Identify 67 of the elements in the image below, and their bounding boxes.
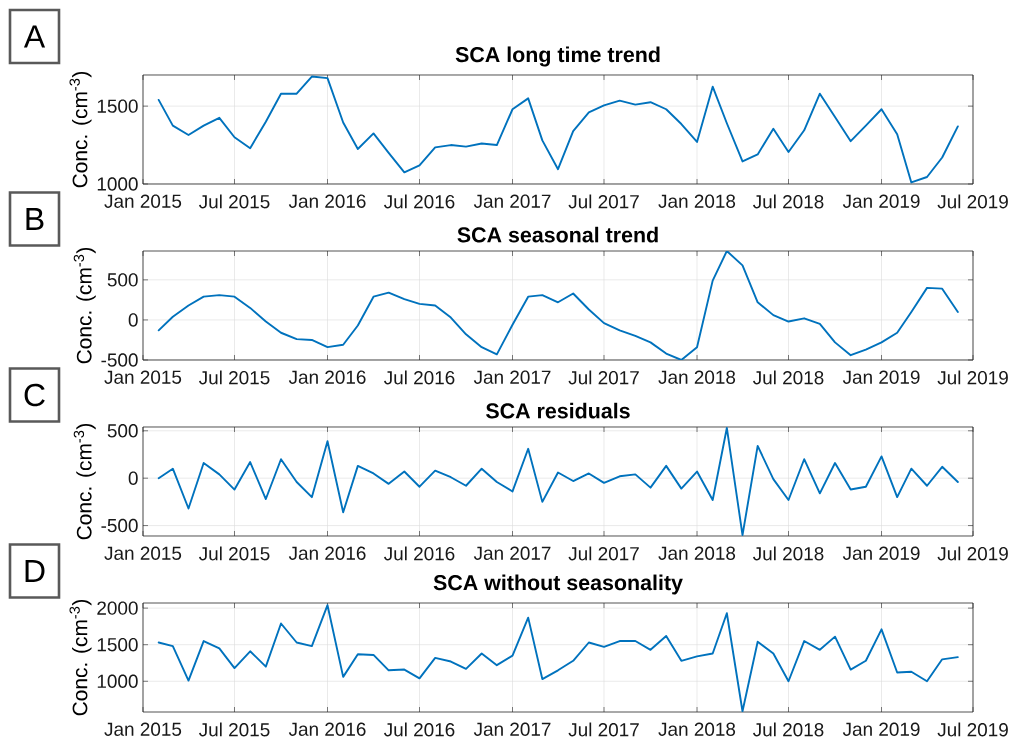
x-tick-label: Jan 2019 xyxy=(842,546,920,560)
y-tick-label: 500 xyxy=(107,424,138,438)
x-tick-label: Jul 2015 xyxy=(199,370,270,385)
x-tick-label: Jan 2018 xyxy=(658,194,736,208)
x-tick-label: Jan 2019 xyxy=(842,722,920,736)
x-tick-label: Jan 2018 xyxy=(658,722,736,736)
x-tick-label: Jan 2016 xyxy=(288,546,366,560)
y-tick-label: 2000 xyxy=(97,601,138,615)
x-tick-label: Jul 2016 xyxy=(384,722,455,737)
y-tick-label: 0 xyxy=(128,313,138,327)
x-tick-label: Jul 2015 xyxy=(199,194,270,209)
chart-title: SCA long time trend xyxy=(455,46,660,67)
x-tick-label: Jan 2017 xyxy=(473,546,551,560)
y-tick-label: 1000 xyxy=(97,674,138,688)
x-tick-label: Jul 2018 xyxy=(753,194,824,209)
x-tick-label: Jan 2018 xyxy=(658,370,736,384)
x-tick-label: Jan 2015 xyxy=(104,722,182,736)
x-tick-label: Jan 2018 xyxy=(658,546,736,560)
x-tick-label: Jan 2017 xyxy=(473,722,551,736)
y-tick-label: -500 xyxy=(101,518,138,533)
y-tick-label: -500 xyxy=(101,353,138,367)
line-series xyxy=(157,251,959,360)
x-tick-label: Jan 2015 xyxy=(104,546,182,560)
x-tick-label: Jul 2017 xyxy=(568,546,639,561)
x-tick-label: Jul 2017 xyxy=(568,722,639,737)
y-axis-title: Conc. (cm$^{-3}$) xyxy=(73,423,96,540)
text: D xyxy=(25,560,45,582)
y-axis-title: Conc. (cm$^{-3}$) xyxy=(69,71,92,188)
y-tick-label: 1000 xyxy=(97,177,138,191)
x-tick-label: Jul 2019 xyxy=(937,370,1008,385)
text: C xyxy=(24,383,45,407)
x-tick-label: Jan 2015 xyxy=(104,370,182,384)
x-tick-label: Jan 2016 xyxy=(288,370,366,384)
x-tick-label: Jan 2016 xyxy=(288,722,366,736)
x-tick-label: Jul 2016 xyxy=(384,194,455,209)
line-series xyxy=(157,604,959,712)
x-tick-label: Jul 2018 xyxy=(753,546,824,561)
x-tick-label: Jan 2015 xyxy=(104,194,182,208)
x-tick-label: Jul 2017 xyxy=(568,370,639,385)
chart-title: SCA residuals xyxy=(486,402,630,419)
x-tick-label: Jul 2017 xyxy=(568,194,639,209)
y-axis-title: Conc. (cm$^{-3}$) xyxy=(69,599,92,716)
y-tick-label: 0 xyxy=(128,471,138,485)
x-tick-label: Jan 2019 xyxy=(842,194,920,208)
x-tick-label: Jan 2017 xyxy=(473,370,551,384)
text: A xyxy=(23,25,46,48)
x-tick-label: Jul 2016 xyxy=(384,546,455,561)
x-tick-label: Jul 2019 xyxy=(937,194,1008,209)
x-tick-label: Jul 2015 xyxy=(199,546,270,561)
x-tick-label: Jul 2015 xyxy=(199,722,270,737)
text: B xyxy=(26,208,44,230)
y-axis-title: Conc. (cm$^{-3}$) xyxy=(73,247,96,364)
y-tick-label: 500 xyxy=(107,273,138,287)
y-tick-label: 1500 xyxy=(97,638,138,652)
x-tick-label: Jul 2019 xyxy=(937,722,1008,737)
x-tick-label: Jul 2018 xyxy=(753,722,824,737)
x-tick-label: Jan 2016 xyxy=(288,194,366,208)
x-tick-label: Jul 2016 xyxy=(384,370,455,385)
line-series xyxy=(157,75,959,184)
chart-title: SCA without seasonality xyxy=(433,574,683,595)
x-tick-label: Jul 2018 xyxy=(753,370,824,385)
chart-title: SCA seasonal trend xyxy=(457,226,658,243)
line-series xyxy=(157,427,959,536)
x-tick-label: Jul 2019 xyxy=(937,546,1008,561)
x-tick-label: Jan 2017 xyxy=(473,194,551,208)
x-tick-label: Jan 2019 xyxy=(842,370,920,384)
y-tick-label: 1500 xyxy=(97,99,138,113)
